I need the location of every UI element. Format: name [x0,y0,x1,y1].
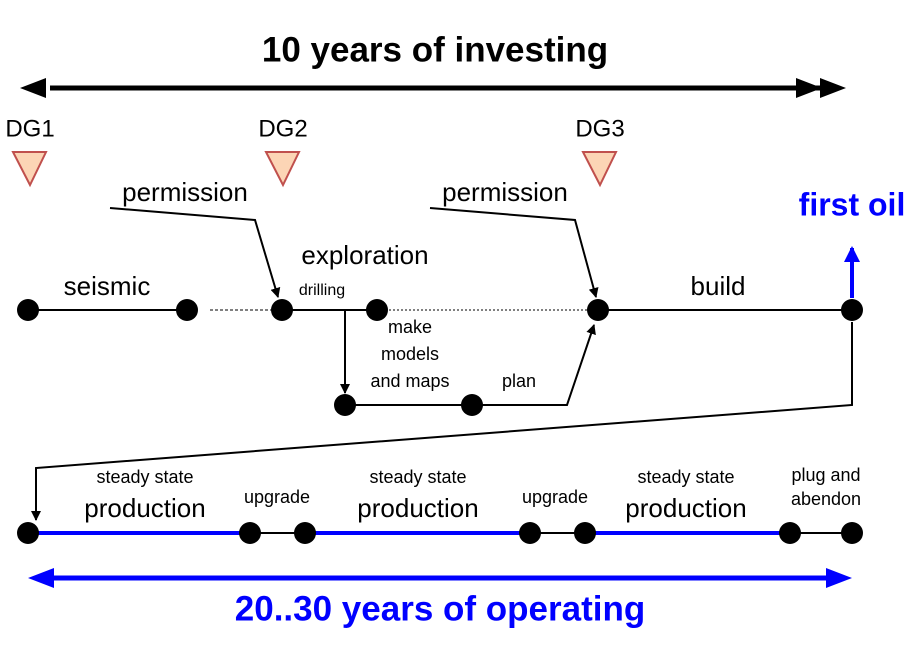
upgrade: upgrade [244,487,310,507]
label: permission [442,177,568,207]
gate-marker [11,151,48,188]
label: drilling [299,282,345,299]
phase-top: steady state [96,467,193,487]
upgrade: upgrade [522,487,588,507]
arrow-head [820,78,846,98]
arrow-head [28,568,54,588]
label: seismic [64,271,151,301]
plug: plug and [791,465,860,485]
nodes [17,299,863,544]
phase-main: production [84,493,205,523]
plug: abendon [791,489,861,509]
phase-top: steady state [369,467,466,487]
label: models [381,344,439,364]
phase-main: production [625,493,746,523]
gate-marker [264,151,301,188]
arrow-head [20,78,46,98]
first-oil: first oil [799,186,906,222]
title: 10 years of investing [262,30,608,69]
label: plan [502,371,536,391]
phase-main: production [357,493,478,523]
phase-top: steady state [637,467,734,487]
label: exploration [301,240,428,270]
gate-marker [581,151,618,188]
label: and maps [370,371,449,391]
arrow-head [826,568,852,588]
gate-label: DG2 [258,115,307,142]
label: permission [122,177,248,207]
label: make [388,317,432,337]
label: build [691,271,746,301]
gate-label: DG3 [575,115,624,142]
gate-label: DG1 [5,115,54,142]
footer-title: 20..30 years of operating [235,589,645,628]
